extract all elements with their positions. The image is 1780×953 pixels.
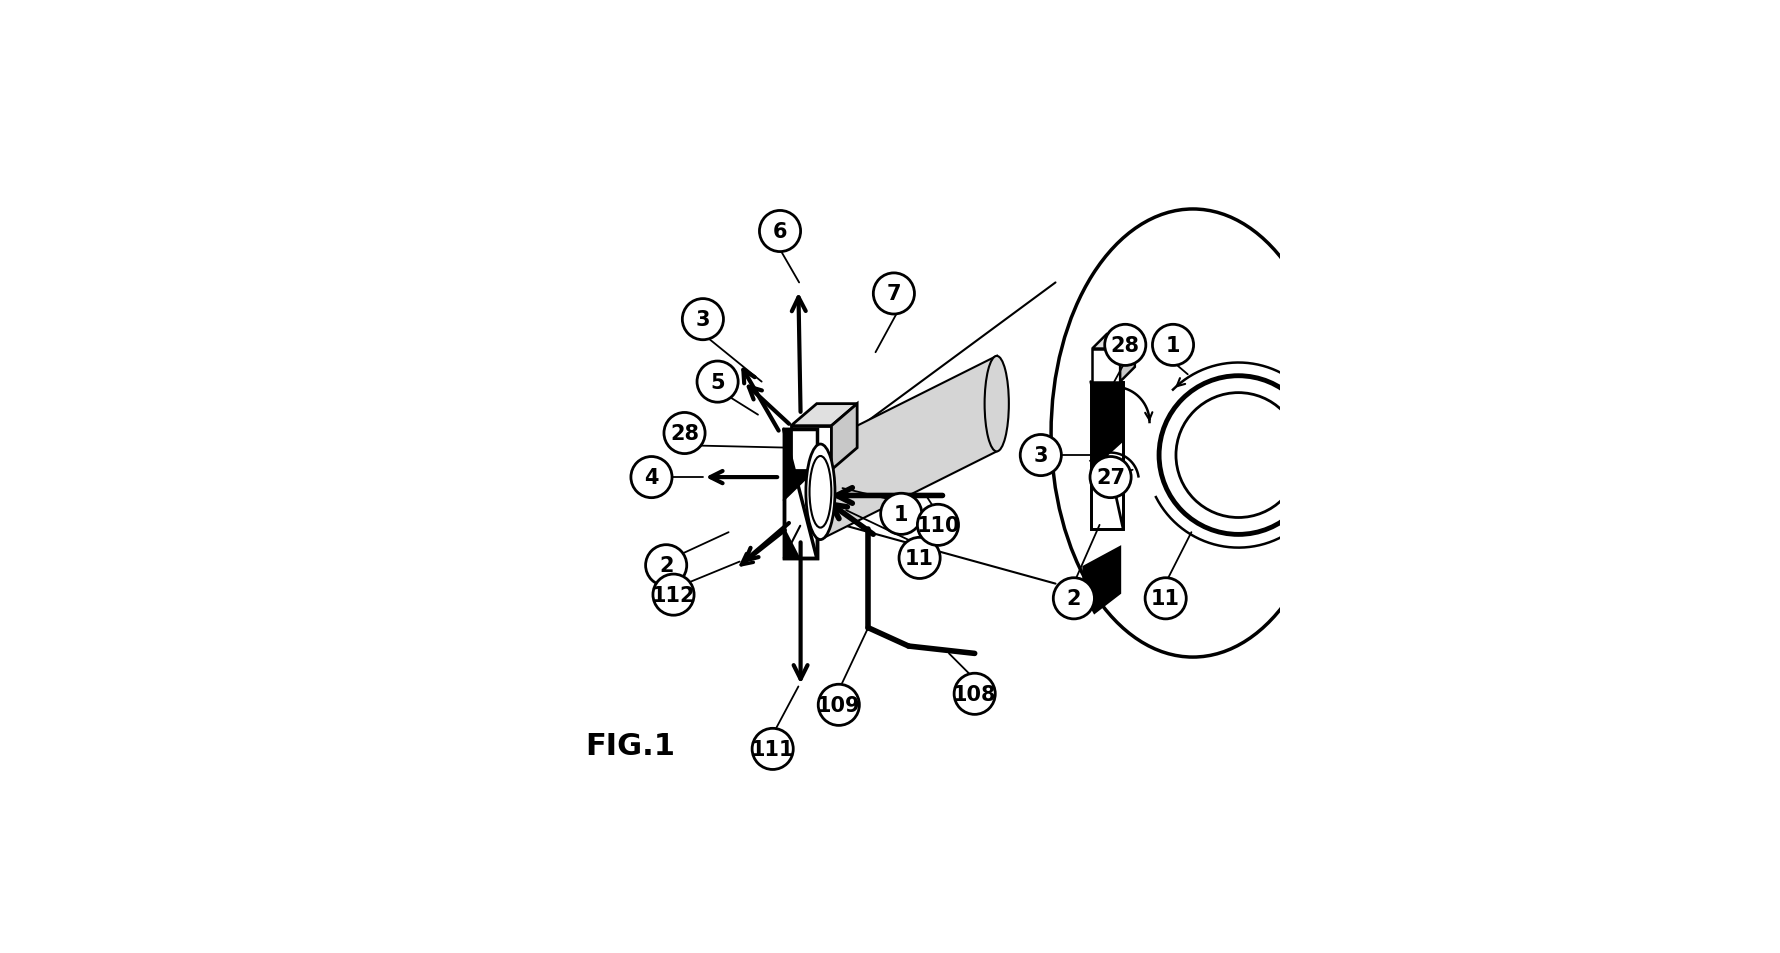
Ellipse shape: [1050, 210, 1335, 658]
Ellipse shape: [984, 356, 1009, 452]
Circle shape: [753, 728, 794, 770]
Text: 108: 108: [952, 684, 997, 704]
Text: 6: 6: [773, 222, 787, 242]
Polygon shape: [783, 430, 817, 500]
Circle shape: [653, 575, 694, 616]
Text: 4: 4: [644, 468, 659, 488]
Text: 1: 1: [894, 504, 908, 524]
Text: 28: 28: [1111, 335, 1139, 355]
Circle shape: [1152, 325, 1194, 366]
Text: 111: 111: [751, 740, 794, 760]
Circle shape: [917, 505, 958, 546]
Text: 5: 5: [710, 373, 724, 393]
Polygon shape: [1091, 382, 1123, 470]
Text: 2: 2: [1066, 589, 1080, 609]
Circle shape: [874, 274, 915, 314]
Text: 1: 1: [1166, 335, 1180, 355]
Text: 7: 7: [886, 284, 901, 304]
Polygon shape: [1093, 349, 1120, 382]
Text: 109: 109: [817, 695, 860, 715]
Text: 28: 28: [669, 423, 700, 443]
Circle shape: [899, 537, 940, 578]
Circle shape: [630, 457, 673, 498]
Circle shape: [664, 413, 705, 455]
Circle shape: [1177, 394, 1301, 518]
Text: 11: 11: [1152, 589, 1180, 609]
Ellipse shape: [806, 444, 835, 540]
Text: 110: 110: [917, 516, 959, 536]
Circle shape: [1020, 435, 1061, 476]
Circle shape: [881, 494, 922, 535]
Polygon shape: [831, 404, 858, 470]
Polygon shape: [1093, 335, 1136, 349]
Circle shape: [646, 545, 687, 586]
Text: 3: 3: [696, 310, 710, 330]
Text: 2: 2: [659, 556, 673, 576]
Circle shape: [682, 299, 723, 340]
Text: 3: 3: [1034, 446, 1048, 466]
Polygon shape: [783, 526, 801, 558]
Circle shape: [954, 674, 995, 715]
Polygon shape: [783, 430, 817, 558]
Text: 27: 27: [1096, 468, 1125, 488]
Text: 112: 112: [651, 585, 696, 605]
Polygon shape: [790, 426, 831, 470]
Polygon shape: [1091, 382, 1123, 529]
Circle shape: [1054, 578, 1095, 619]
Polygon shape: [1120, 335, 1136, 382]
Circle shape: [698, 361, 739, 403]
Polygon shape: [821, 356, 997, 540]
Circle shape: [819, 684, 860, 725]
Circle shape: [1105, 325, 1146, 366]
Text: FIG.1: FIG.1: [586, 731, 675, 760]
Polygon shape: [790, 404, 858, 426]
Circle shape: [1089, 457, 1130, 498]
Circle shape: [1159, 376, 1317, 535]
Polygon shape: [1084, 547, 1120, 614]
Text: 11: 11: [904, 548, 934, 568]
Circle shape: [760, 212, 801, 253]
Circle shape: [1145, 578, 1185, 619]
